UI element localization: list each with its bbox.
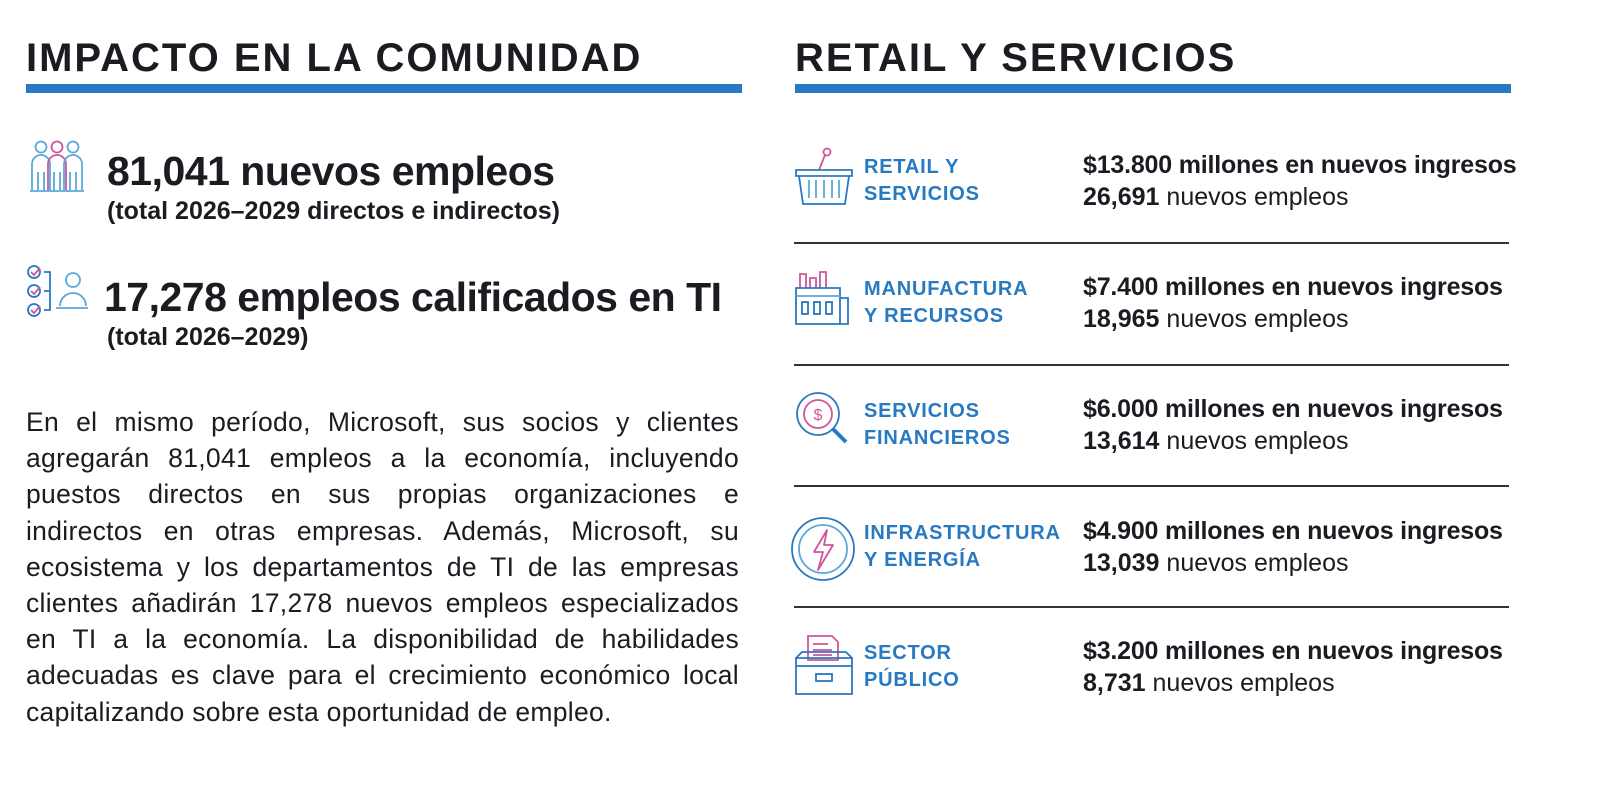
sector-divider xyxy=(794,485,1509,487)
lightning-bolt-icon xyxy=(790,516,856,582)
sector-name: INFRASTRUCTURA Y ENERGÍA xyxy=(864,522,1061,571)
magnifier-dollar-icon: $ xyxy=(794,390,854,450)
sector-revenue: $13.800 millones en nuevos ingresos xyxy=(1083,151,1517,179)
new-jobs-headline: 81,041 nuevos empleos xyxy=(107,148,555,194)
sector-jobs: 13,039 nuevos empleos xyxy=(1083,549,1349,577)
sector-jobs: 18,965 nuevos empleos xyxy=(1083,305,1349,333)
sector-row-infrastructure: INFRASTRUCTURA Y ENERGÍA $4.900 millones… xyxy=(791,496,1554,617)
it-jobs-subtitle: (total 2026–2029) xyxy=(107,323,309,351)
retail-services-title: RETAIL Y SERVICIOS xyxy=(795,36,1237,80)
checklist-user-icon xyxy=(26,264,90,320)
factory-icon xyxy=(794,268,854,328)
sector-revenue: $4.900 millones en nuevos ingresos xyxy=(1083,517,1503,545)
sector-revenue: $6.000 millones en nuevos ingresos xyxy=(1083,395,1503,423)
new-jobs-stat: 81,041 nuevos empleos (total 2026–2029 d… xyxy=(107,148,560,226)
it-jobs-stat: 17,278 empleos calificados en TI (total … xyxy=(104,274,722,352)
sector-name: SERVICIOS FINANCIEROS xyxy=(864,400,1011,449)
sector-jobs: 26,691 nuevos empleos xyxy=(1083,183,1349,211)
shopping-basket-icon xyxy=(794,146,854,206)
sector-revenue: $7.400 millones en nuevos ingresos xyxy=(1083,273,1503,301)
sector-row-manufacturing: MANUFACTURA Y RECURSOS $7.400 millones e… xyxy=(794,252,1554,373)
it-jobs-headline: 17,278 empleos calificados en TI xyxy=(104,274,722,320)
sector-row-financial: $ SERVICIOS FINANCIEROS $6.000 millones … xyxy=(794,374,1554,495)
community-impact-rule xyxy=(26,84,742,93)
sector-divider xyxy=(794,364,1509,366)
svg-text:$: $ xyxy=(814,407,823,424)
sector-divider xyxy=(794,242,1509,244)
sector-name: SECTOR PÚBLICO xyxy=(864,642,960,691)
sector-row-public: SECTOR PÚBLICO $3.200 millones en nuevos… xyxy=(794,616,1554,737)
sector-divider xyxy=(794,606,1509,608)
file-drawer-icon xyxy=(794,634,854,695)
community-impact-paragraph: En el mismo período, Microsoft, sus soci… xyxy=(26,407,739,727)
sector-jobs: 8,731 nuevos empleos xyxy=(1083,669,1335,697)
sector-name: MANUFACTURA Y RECURSOS xyxy=(864,278,1029,327)
sector-name: RETAIL Y SERVICIOS xyxy=(864,156,980,205)
retail-services-rule xyxy=(795,84,1511,93)
people-icon xyxy=(28,138,86,196)
sector-row-retail: RETAIL Y SERVICIOS $13.800 millones en n… xyxy=(794,130,1554,251)
sector-revenue: $3.200 millones en nuevos ingresos xyxy=(1083,637,1503,665)
new-jobs-subtitle: (total 2026–2029 directos e indirectos) xyxy=(107,197,560,225)
sector-jobs: 13,614 nuevos empleos xyxy=(1083,427,1349,455)
community-impact-title: IMPACTO EN LA COMUNIDAD xyxy=(26,36,643,80)
